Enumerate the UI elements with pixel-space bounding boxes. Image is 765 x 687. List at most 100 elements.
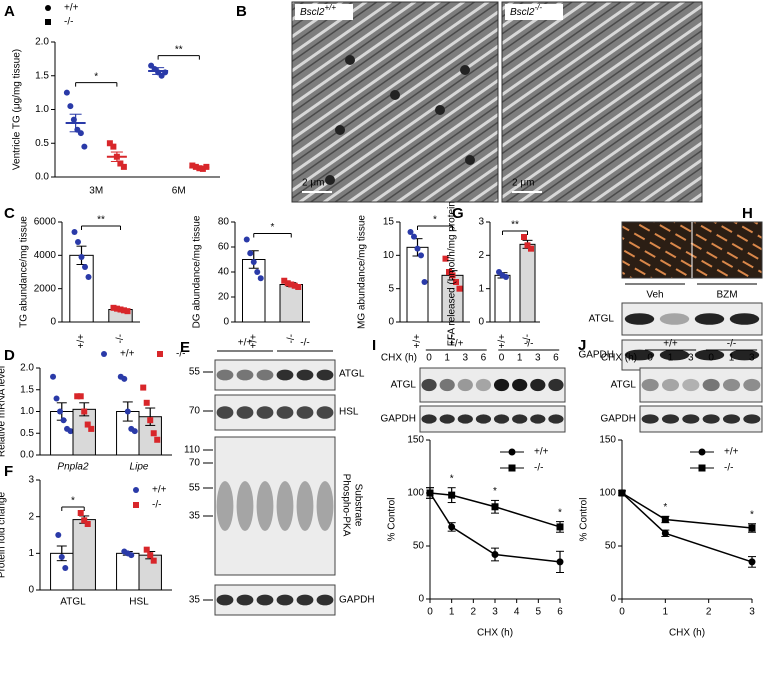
- group-label: +/+: [238, 338, 253, 349]
- lipid-droplet: [325, 175, 335, 185]
- point: [503, 274, 509, 280]
- band-label: GAPDH: [380, 414, 416, 425]
- bar: [242, 259, 266, 323]
- y-tick-label: 0.0: [35, 172, 49, 183]
- x-axis-label: CHX (h): [477, 628, 513, 639]
- y-tick-label: 2.0: [20, 363, 34, 374]
- y-tick-label: 3: [28, 475, 34, 486]
- image-label: Bscl2+/+: [300, 3, 336, 18]
- y-tick-label: 1.5: [35, 70, 49, 81]
- point: [77, 510, 84, 516]
- x-tick-label: 1: [663, 607, 669, 618]
- blot-band: [439, 378, 455, 392]
- legend-marker: [698, 448, 706, 456]
- mw-marker: 70: [189, 406, 201, 417]
- y-tick-label: 1: [478, 283, 484, 294]
- blot-band: [624, 349, 655, 361]
- bar: [72, 519, 96, 591]
- y-tick-label: 0.5: [35, 138, 49, 149]
- y-tick-label: 0: [28, 585, 34, 596]
- y-tick-label: 15: [383, 217, 395, 228]
- sig-label: **: [175, 44, 183, 55]
- y-tick-label: 1.5: [20, 384, 34, 395]
- x-tick-label: 4: [514, 607, 520, 618]
- blot-band: [256, 406, 274, 419]
- lipid-droplet: [465, 155, 475, 165]
- y-tick-label: 6000: [34, 217, 57, 228]
- point: [257, 275, 264, 282]
- micrograph: [291, 1, 499, 203]
- point: [121, 307, 127, 314]
- mw-marker: 55: [189, 367, 201, 378]
- sig-label: *: [493, 486, 497, 497]
- point: [295, 284, 302, 290]
- point: [82, 264, 88, 270]
- y-tick-label: 3: [478, 217, 484, 228]
- x-tick-label: +/+: [497, 334, 508, 349]
- blot-band: [216, 369, 234, 381]
- mw-marker: 35: [189, 595, 201, 606]
- point: [75, 239, 81, 245]
- lane-label: 0: [426, 353, 432, 364]
- lipid-droplet: [335, 125, 345, 135]
- x-tick-label: 6: [557, 607, 563, 618]
- group-label: +/+: [449, 339, 464, 350]
- blot-band: [296, 481, 314, 531]
- point: [147, 417, 154, 424]
- point: [524, 242, 531, 249]
- x-tick-label: +/+: [76, 334, 87, 349]
- blot-band: [256, 369, 274, 381]
- point: [81, 408, 88, 415]
- y-tick-label: 0.0: [20, 450, 34, 461]
- legend-marker: [45, 5, 51, 11]
- y-tick-label: 50: [605, 541, 617, 552]
- legend-marker: [698, 464, 706, 472]
- sig-label: *: [433, 215, 437, 226]
- point: [81, 517, 88, 524]
- lane-label: 6: [553, 353, 559, 364]
- lane-label: 0: [708, 353, 714, 364]
- micrograph: [501, 1, 703, 203]
- y-tick-label: 1.0: [35, 104, 49, 115]
- scale-label: 2 μm: [302, 178, 324, 189]
- blot-band: [296, 594, 314, 606]
- point: [448, 491, 456, 499]
- band-label: Substrate: [352, 484, 363, 527]
- group-label: -/-: [727, 339, 736, 350]
- blot-band: [694, 313, 725, 325]
- point: [243, 236, 250, 243]
- legend-label: +/+: [724, 447, 739, 458]
- blot: [214, 436, 336, 576]
- band-label: GAPDH: [578, 350, 614, 361]
- point: [128, 552, 135, 559]
- panel-label: H: [742, 205, 753, 222]
- blot-band: [421, 414, 437, 424]
- y-tick-label: 80: [218, 217, 230, 228]
- point: [453, 279, 459, 285]
- lane-label: 6: [481, 353, 487, 364]
- point: [57, 408, 64, 415]
- legend-label: +/+: [152, 485, 167, 496]
- blot-band: [729, 313, 760, 325]
- point: [456, 285, 463, 292]
- point: [143, 546, 150, 553]
- point: [154, 436, 161, 443]
- point: [250, 259, 257, 265]
- x-tick-label: 0: [619, 607, 625, 618]
- y-axis-label: MG abundance/mg tissue: [357, 215, 368, 329]
- blot-band: [216, 481, 234, 531]
- band-label: ATGL: [391, 380, 417, 391]
- legend-label: -/-: [176, 349, 185, 360]
- y-tick-label: 50: [413, 541, 425, 552]
- band-label: GAPDH: [339, 595, 375, 606]
- blot-band: [316, 594, 334, 606]
- sig-label: **: [97, 215, 105, 226]
- blot-band: [439, 414, 455, 424]
- blot-band: [743, 378, 761, 392]
- lane-label: 3: [688, 353, 694, 364]
- point: [110, 143, 117, 150]
- panel-label: E: [180, 339, 190, 356]
- blot-band: [512, 414, 528, 424]
- genotype-sup: -/-: [534, 3, 542, 12]
- sig-label: *: [558, 507, 562, 518]
